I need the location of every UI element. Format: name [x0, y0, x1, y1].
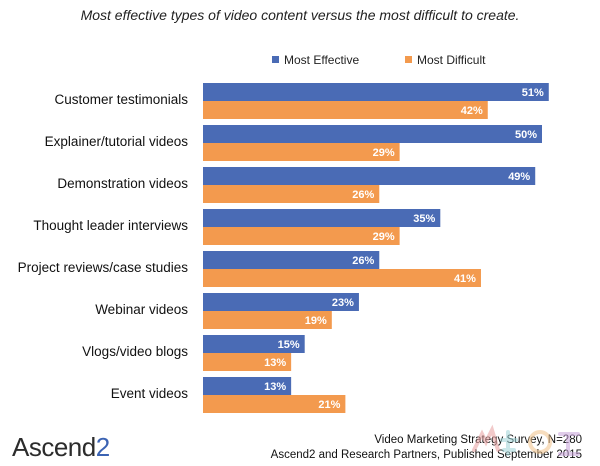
category-label: Demonstration videos: [57, 176, 188, 191]
data-label: 29%: [373, 147, 395, 159]
legend-swatch: [272, 56, 279, 63]
bar-most-effective: [203, 251, 380, 269]
legend-swatch: [405, 56, 412, 63]
legend-label: Most Effective: [284, 53, 359, 67]
bar-most-difficult: [203, 311, 332, 329]
bar-most-difficult: [203, 395, 346, 413]
chart-title: Most effective types of video content ve…: [80, 7, 520, 23]
bar-most-effective: [203, 335, 305, 353]
bar-most-effective: [203, 83, 549, 101]
bar-most-difficult: [203, 227, 400, 245]
category-label: Event videos: [111, 386, 189, 401]
category-label: Vlogs/video blogs: [82, 344, 188, 359]
data-label: 23%: [332, 297, 354, 309]
data-label: 42%: [461, 105, 483, 117]
data-label: 21%: [318, 399, 340, 411]
bar-most-effective: [203, 377, 292, 395]
data-label: 49%: [508, 171, 530, 183]
bars-group: Customer testimonials 51% 42% Explainer/tut…: [18, 83, 549, 413]
data-label: 15%: [278, 339, 300, 351]
data-label: 26%: [352, 189, 374, 201]
bar-most-difficult: [203, 143, 400, 161]
category-label: Customer testimonials: [54, 92, 188, 107]
bar-most-effective: [203, 209, 441, 227]
chart-legend: Most Effective Most Difficult: [272, 53, 486, 67]
data-label: 19%: [305, 315, 327, 327]
bar-most-difficult: [203, 269, 481, 287]
category-label: Project reviews/case studies: [18, 260, 189, 275]
bar-most-difficult: [203, 353, 292, 371]
data-label: 50%: [515, 129, 537, 141]
data-label: 41%: [454, 273, 476, 285]
bar-most-effective: [203, 293, 359, 311]
data-label: 26%: [352, 255, 374, 267]
bar-most-difficult: [203, 101, 488, 119]
bar-most-difficult: [203, 185, 380, 203]
watermark-logo: [472, 424, 580, 456]
legend-label: Most Difficult: [417, 53, 486, 67]
bar-most-effective: [203, 167, 536, 185]
ascend2-logo: Ascend2: [12, 432, 110, 462]
bar-most-effective: [203, 125, 542, 143]
data-label: 35%: [413, 213, 435, 225]
data-label: 51%: [522, 87, 544, 99]
data-label: 29%: [373, 231, 395, 243]
data-label: 13%: [264, 381, 286, 393]
category-label: Thought leader interviews: [33, 218, 188, 233]
data-label: 13%: [264, 357, 286, 369]
category-label: Explainer/tutorial videos: [45, 134, 189, 149]
category-label: Webinar videos: [95, 302, 188, 317]
